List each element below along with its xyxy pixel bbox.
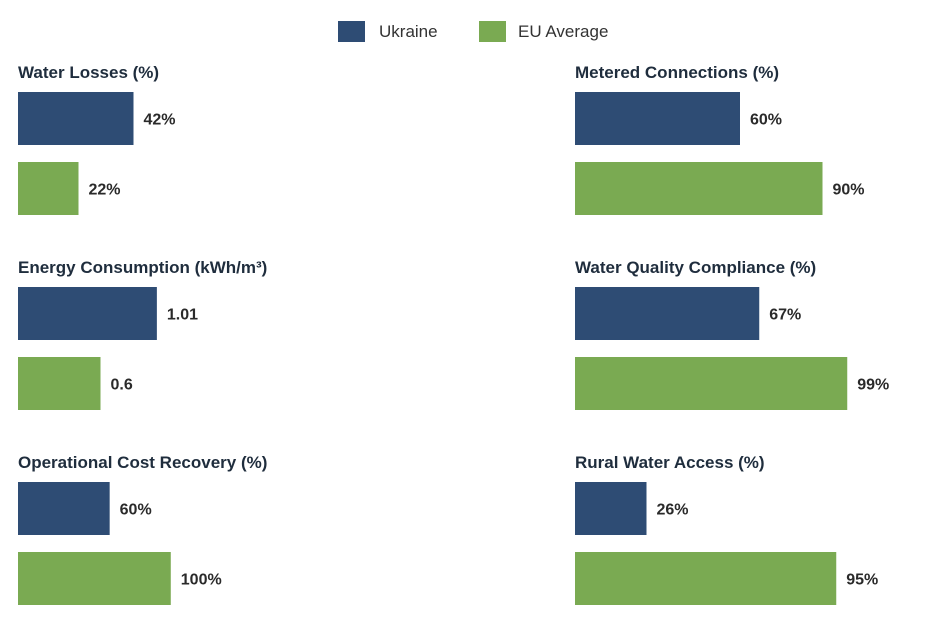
panel-1: Water Losses (%) 42% 22% bbox=[18, 63, 176, 215]
value-label-ukraine: 26% bbox=[657, 502, 689, 519]
panel-2: Metered Connections (%) 60% 90% bbox=[575, 63, 865, 215]
value-label-eu-average: 22% bbox=[89, 182, 121, 199]
legend-swatch-eu-average bbox=[479, 21, 506, 42]
bar-eu-average bbox=[575, 162, 823, 215]
bar-ukraine bbox=[575, 287, 760, 340]
value-label-ukraine: 60% bbox=[750, 112, 782, 129]
value-label-ukraine: 1.01 bbox=[167, 307, 198, 324]
bar-eu-average bbox=[18, 162, 79, 215]
bar-eu-average bbox=[18, 357, 101, 410]
panel-6: Rural Water Access (%) 26% 95% bbox=[575, 453, 878, 605]
panel-title: Rural Water Access (%) bbox=[575, 453, 765, 472]
panel-title: Water Quality Compliance (%) bbox=[575, 258, 816, 277]
bar-eu-average bbox=[575, 552, 837, 605]
panel-title: Metered Connections (%) bbox=[575, 63, 779, 82]
bar-ukraine bbox=[575, 92, 740, 145]
value-label-ukraine: 67% bbox=[769, 307, 801, 324]
panel-title: Energy Consumption (kWh/m³) bbox=[18, 258, 267, 277]
bar-eu-average bbox=[575, 357, 848, 410]
legend-label-ukraine: Ukraine bbox=[379, 22, 438, 41]
bar-ukraine bbox=[18, 287, 157, 340]
bar-ukraine bbox=[18, 92, 134, 145]
bar-ukraine bbox=[18, 482, 110, 535]
legend-label-eu-average: EU Average bbox=[518, 22, 608, 41]
value-label-ukraine: 42% bbox=[144, 112, 176, 129]
chart-panels: Water Losses (%) 42% 22% Metered Connection… bbox=[18, 63, 889, 605]
bar-ukraine bbox=[575, 482, 647, 535]
value-label-eu-average: 95% bbox=[846, 572, 878, 589]
value-label-eu-average: 100% bbox=[181, 572, 222, 589]
panel-4: Water Quality Compliance (%) 67% 99% bbox=[575, 258, 889, 410]
panel-3: Energy Consumption (kWh/m³) 1.01 0.6 bbox=[18, 258, 267, 410]
bar-eu-average bbox=[18, 552, 171, 605]
value-label-ukraine: 60% bbox=[120, 502, 152, 519]
value-label-eu-average: 99% bbox=[857, 377, 889, 394]
panel-5: Operational Cost Recovery (%) 60% 100% bbox=[18, 453, 267, 605]
value-label-eu-average: 0.6 bbox=[111, 377, 133, 394]
legend-swatch-ukraine bbox=[338, 21, 365, 42]
value-label-eu-average: 90% bbox=[833, 182, 865, 199]
panel-title: Operational Cost Recovery (%) bbox=[18, 453, 267, 472]
legend: Ukraine EU Average bbox=[338, 21, 608, 42]
panel-title: Water Losses (%) bbox=[18, 63, 159, 82]
